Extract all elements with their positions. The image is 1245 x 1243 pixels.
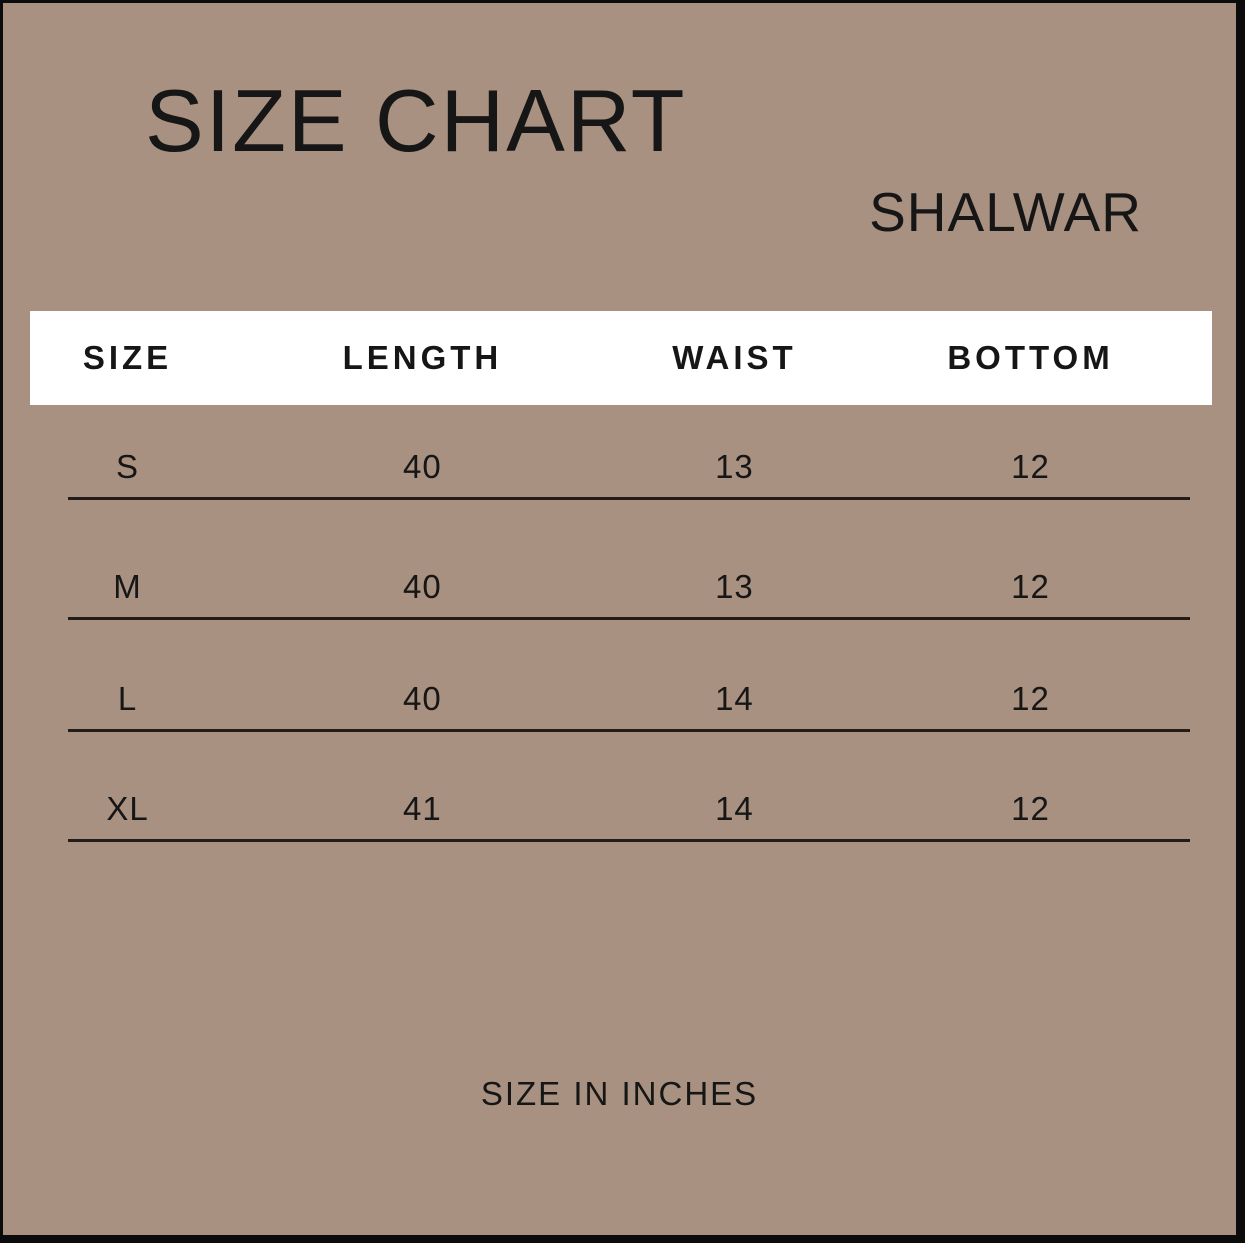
cell-length: 41 [403, 790, 442, 827]
cell-length: 40 [403, 568, 442, 605]
column-header-size: SIZE [82, 339, 173, 376]
units-note: SIZE IN INCHES [480, 1075, 759, 1112]
column-header-length: LENGTH [342, 339, 503, 376]
cell-bottom: 12 [1011, 680, 1050, 717]
page-title: SIZE CHART [145, 71, 687, 170]
column-header-bottom: BOTTOM [947, 339, 1114, 376]
cell-bottom: 12 [1011, 790, 1050, 827]
cell-length: 40 [403, 448, 442, 485]
column-header-waist: WAIST [672, 339, 797, 376]
size-table: SIZE LENGTH WAIST BOTTOM S 40 13 12 M 40 13 12 L 40 1… [30, 311, 1212, 842]
cell-bottom: 12 [1011, 568, 1050, 605]
table-body: S 40 13 12 M 40 13 12 L 40 14 12 XL 41 14 12 [30, 405, 1212, 842]
cell-size: M [113, 568, 142, 605]
cell-waist: 13 [715, 568, 754, 605]
table-row-xl: XL 41 14 12 [30, 732, 1212, 842]
table-row-l: L 40 14 12 [30, 620, 1212, 732]
cell-waist: 13 [715, 448, 754, 485]
cell-waist: 14 [715, 790, 754, 827]
table-header-bar: SIZE LENGTH WAIST BOTTOM [30, 311, 1212, 405]
table-row-s: S 40 13 12 [30, 405, 1212, 500]
cell-length: 40 [403, 680, 442, 717]
table-row-m: M 40 13 12 [30, 500, 1212, 620]
cell-waist: 14 [715, 680, 754, 717]
cell-size: S [116, 448, 140, 485]
cell-bottom: 12 [1011, 448, 1050, 485]
garment-subtitle: SHALWAR [869, 181, 1142, 243]
cell-size: L [117, 680, 138, 717]
cell-size: XL [106, 790, 149, 827]
